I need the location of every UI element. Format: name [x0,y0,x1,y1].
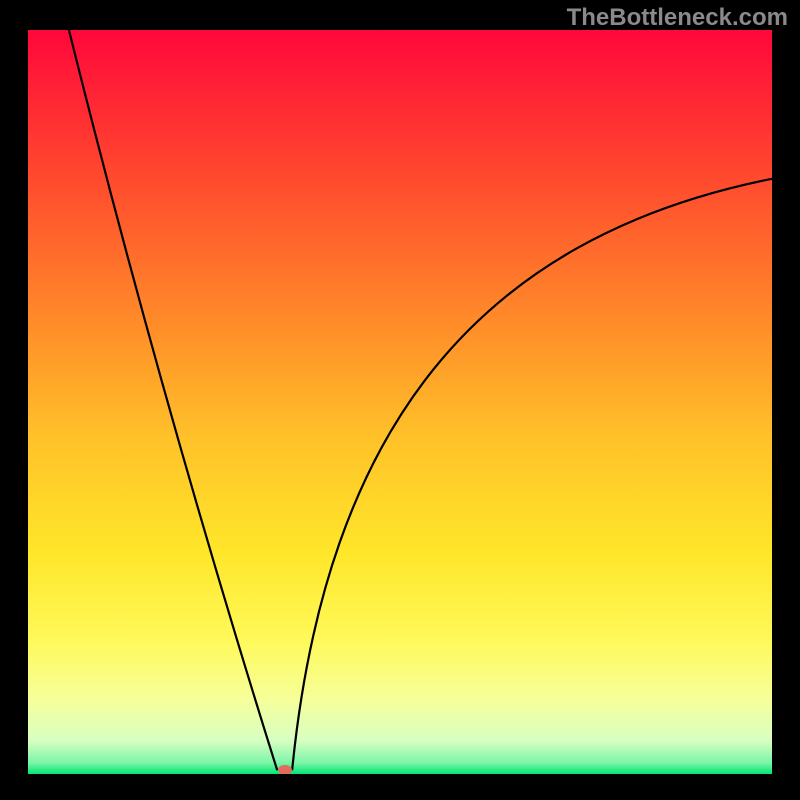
minimum-marker [278,765,292,774]
curve-left-branch [69,30,277,770]
plot-area [28,30,772,774]
curve-svg [28,30,772,774]
curve-right-branch [292,179,772,770]
watermark-text: TheBottleneck.com [567,4,788,32]
